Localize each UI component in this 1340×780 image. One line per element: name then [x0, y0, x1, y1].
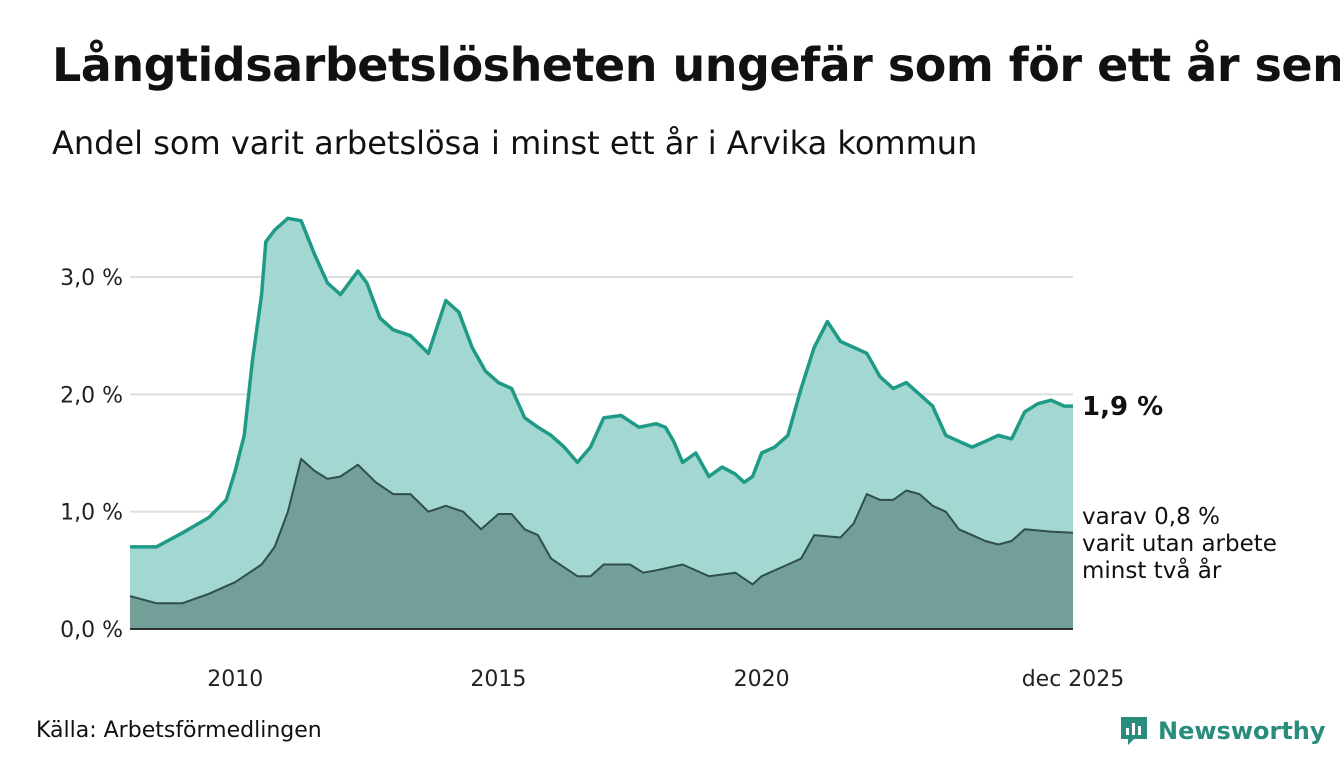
line-two-years — [129, 457, 1074, 605]
end-label-total: 1,9 % — [1082, 392, 1163, 422]
x-tick-label: 2015 — [470, 667, 526, 692]
chart-subtitle: Andel som varit arbetslösa i minst ett å… — [52, 124, 978, 162]
y-tick-label: 2,0 % — [60, 383, 123, 408]
area-chart: 0,0 % 1,0 % 2,0 % 3,0 % 2010 2015 2020 dec 2025… — [60, 216, 1277, 692]
newsworthy-icon — [1121, 717, 1147, 745]
end-label-two-years: varit utan arbete — [1082, 531, 1277, 557]
x-tick-label: 2020 — [734, 667, 790, 692]
axis-layer: 0,0 % 1,0 % 2,0 % 3,0 % 2010 2015 2020 dec 2025 — [60, 266, 1124, 692]
area-two-years — [130, 458, 1073, 629]
x-tick-label: dec 2025 — [1022, 667, 1125, 692]
line-total — [130, 216, 1073, 549]
chart-title: Långtidsarbetslösheten ungefär som för e… — [52, 38, 1340, 92]
end-label-two-years: minst två år — [1082, 556, 1222, 584]
source-note: Källa: Arbetsförmedlingen — [36, 718, 322, 743]
brand-logo: Newsworthy — [1118, 714, 1326, 748]
brand-name: Newsworthy — [1158, 717, 1326, 745]
y-tick-label: 1,0 % — [60, 501, 123, 526]
y-tick-label: 0,0 % — [60, 618, 123, 643]
end-label-two-years: varav 0,8 % — [1082, 504, 1220, 530]
area-layer — [129, 216, 1074, 630]
x-tick-label: 2010 — [207, 667, 263, 692]
y-tick-label: 3,0 % — [60, 266, 123, 291]
